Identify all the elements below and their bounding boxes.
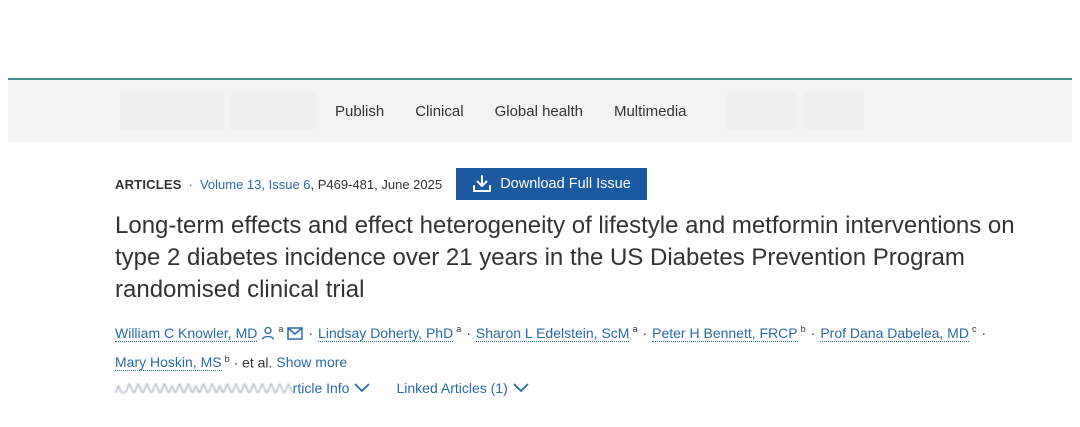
show-more-link[interactable]: Show more	[276, 354, 348, 371]
article-type: ARTICLES	[115, 176, 182, 192]
author-link[interactable]: Peter H Bennett, FRCP	[652, 324, 798, 342]
article-meta: ARTICLES · Volume 13, Issue 6 , P469-481…	[115, 168, 442, 200]
download-icon	[473, 175, 492, 192]
obscured-text: ʌ,ɅɅɅɅɅʌɅɅʌɅɅʌɅɅɅɅɅɅɅɅ	[115, 380, 293, 396]
author-link[interactable]: Prof Dana Dabelea, MD	[820, 324, 969, 342]
affiliation-marker: c	[971, 324, 977, 334]
volume-issue-link[interactable]: Volume 13, Issue 6	[199, 176, 311, 192]
chevron-down-icon	[355, 383, 370, 392]
author-separator: ·	[642, 324, 648, 341]
author-separator: ·	[981, 324, 987, 341]
author-separator: ·	[466, 324, 471, 341]
article-title: Long-term effects and effect heterogenei…	[115, 212, 1015, 303]
affiliation-marker: a	[632, 324, 638, 334]
author-separator: ·	[810, 324, 816, 341]
header-accent-line	[8, 78, 1072, 80]
nav-ghost-item	[230, 92, 316, 130]
article-info-row: ʌ,ɅɅɅɅɅʌɅɅʌɅɅʌɅɅɅɅɅɅɅɅ rticle Info Linke…	[115, 376, 529, 400]
main-nav: Publish Clinical Global health Multimedi…	[8, 80, 1072, 142]
nav-multimedia[interactable]: Multimedia	[613, 102, 687, 120]
nav-ghost-item	[804, 92, 864, 130]
envelope-icon[interactable]	[287, 326, 304, 340]
affiliation-marker: a	[456, 324, 462, 334]
article-info-label: rticle Info	[292, 380, 350, 396]
author-link[interactable]: William C Knowler, MD	[115, 324, 258, 342]
affiliation-marker: b	[800, 324, 806, 334]
separator: ·	[188, 176, 193, 192]
nav-clinical[interactable]: Clinical	[415, 102, 464, 120]
linked-articles-toggle[interactable]: Linked Articles (1)	[396, 380, 529, 396]
nav-publish[interactable]: Publish	[335, 102, 385, 120]
article-info-toggle[interactable]: rticle Info	[293, 380, 371, 396]
download-full-issue-button[interactable]: Download Full Issue	[456, 168, 647, 200]
person-icon[interactable]	[261, 326, 275, 340]
author-link[interactable]: Sharon L Edelstein, ScM	[475, 324, 630, 342]
author-link[interactable]: Mary Hoskin, MS	[115, 354, 222, 372]
download-label: Download Full Issue	[500, 176, 631, 192]
chevron-down-icon	[513, 383, 529, 392]
pages-date: , P469-481, June 2025	[310, 176, 443, 192]
affiliation-marker: b	[224, 353, 230, 364]
nav-ghost-item	[120, 92, 224, 130]
author-separator: ·	[308, 324, 314, 341]
author-list: William C Knowler, MD a · Lindsay Doherty, …	[115, 316, 1055, 375]
nav-global-health[interactable]: Global health	[494, 102, 583, 120]
nav-ghost-item	[726, 92, 796, 130]
et-al: · et al.	[233, 354, 273, 371]
linked-articles-label: Linked Articles (1)	[396, 380, 508, 396]
affiliation-marker: a	[278, 324, 284, 334]
author-link[interactable]: Lindsay Doherty, PhD	[318, 324, 454, 342]
